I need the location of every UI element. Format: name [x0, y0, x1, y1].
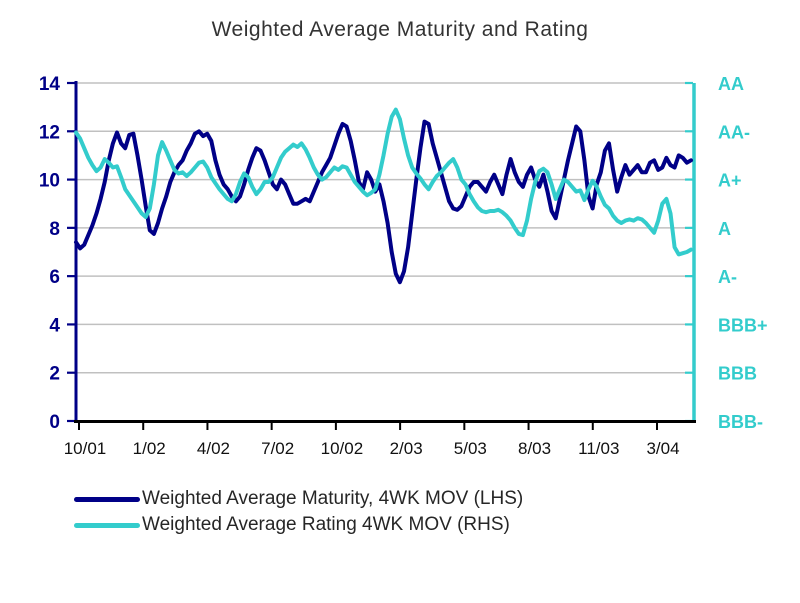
x-axis-tick-label: 5/03 — [454, 439, 487, 458]
y-axis-tick-label: 6 — [49, 267, 60, 288]
x-axis-tick-label: 4/02 — [197, 439, 230, 458]
rating-axis-label: AA- — [718, 122, 750, 142]
y-axis-tick-label: 8 — [49, 219, 60, 240]
legend-item-maturity: Weighted Average Maturity, 4WK MOV (LHS) — [74, 486, 523, 512]
x-axis-tick-label: 1/02 — [133, 439, 166, 458]
rating-axis-label: BBB+ — [718, 315, 768, 335]
legend-label-maturity: Weighted Average Maturity, 4WK MOV (LHS) — [142, 488, 524, 509]
x-axis-tick-label: 7/02 — [261, 439, 294, 458]
legend: Weighted Average Maturity, 4WK MOV (LHS)… — [74, 486, 523, 538]
x-axis-tick-label: 10/02 — [321, 439, 364, 458]
rating-axis-label: BBB — [718, 364, 757, 384]
series-line-maturity — [74, 119, 693, 285]
legend-line-swatch-maturity — [74, 496, 140, 502]
x-axis-tick-label: 3/04 — [646, 439, 679, 458]
x-axis-tick-label: 11/03 — [578, 439, 619, 458]
y-axis-tick-label: 10 — [39, 171, 60, 192]
legend-item-rating: Weighted Average Rating 4WK MOV (RHS) — [74, 512, 523, 538]
legend-label-rating: Weighted Average Rating 4WK MOV (RHS) — [142, 514, 510, 535]
y-axis-tick-label: 14 — [39, 74, 61, 95]
legend-line-swatch-rating — [74, 522, 140, 528]
rating-axis-label: A — [718, 219, 731, 239]
y-axis-tick-label: 12 — [39, 122, 60, 143]
y-axis-tick-label: 2 — [49, 364, 60, 385]
series-line-rating — [74, 107, 693, 257]
rating-axis-label: A+ — [718, 171, 742, 191]
rating-axis-label: BBB- — [718, 412, 763, 432]
x-axis-tick-label: 10/01 — [64, 439, 107, 458]
x-axis-tick-label: 8/03 — [518, 439, 551, 458]
x-axis-tick-label: 2/03 — [390, 439, 423, 458]
rating-axis-label: AA — [718, 74, 744, 94]
y-axis-tick-label: 4 — [49, 315, 60, 336]
chart-title: Weighted Average Maturity and Rating — [211, 18, 589, 41]
rating-axis-label: A- — [718, 267, 737, 287]
y-axis-tick-label: 0 — [49, 412, 60, 433]
